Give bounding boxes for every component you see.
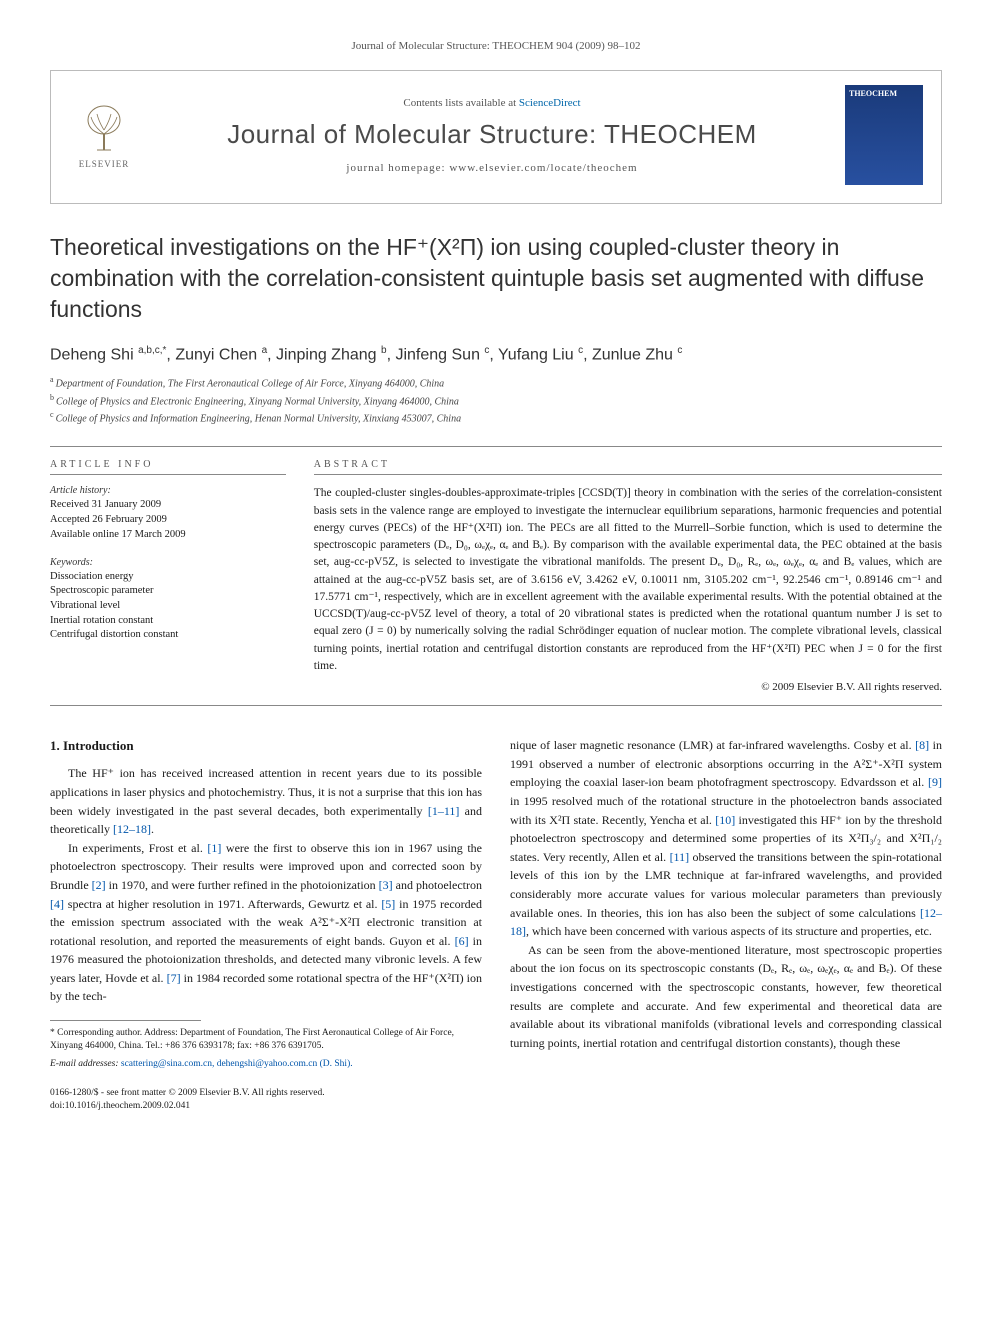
history-head: Article history:: [50, 485, 286, 496]
history-item: Received 31 January 2009: [50, 498, 286, 513]
journal-name: Journal of Molecular Structure: THEOCHEM: [139, 119, 845, 150]
doi-line: doi:10.1016/j.theochem.2009.02.041: [50, 1100, 482, 1113]
header-row: ELSEVIER Contents lists available at Sci…: [69, 85, 923, 185]
affiliation: aDepartment of Foundation, The First Aer…: [50, 374, 942, 391]
body-paragraph: nique of laser magnetic resonance (LMR) …: [510, 736, 942, 941]
body-paragraph: In experiments, Frost et al. [1] were th…: [50, 839, 482, 1006]
info-abstract-row: ARTICLE INFO Article history: Received 3…: [50, 446, 942, 706]
body-paragraph: As can be seen from the above-mentioned …: [510, 941, 942, 1053]
article-info-head: ARTICLE INFO: [50, 459, 286, 475]
cover-thumb-title: THEOCHEM: [849, 89, 919, 98]
abstract-copyright: © 2009 Elsevier B.V. All rights reserved…: [314, 681, 942, 693]
history-item: Accepted 26 February 2009: [50, 513, 286, 528]
sciencedirect-link[interactable]: ScienceDirect: [519, 97, 581, 109]
left-column: 1. Introduction The HF⁺ ion has received…: [50, 736, 482, 1113]
journal-cover-thumb: THEOCHEM: [845, 85, 923, 185]
publisher-logo: ELSEVIER: [69, 95, 139, 175]
abstract-column: ABSTRACT The coupled-cluster singles-dou…: [300, 447, 942, 705]
affiliation: cCollege of Physics and Information Engi…: [50, 409, 942, 426]
contents-available-line: Contents lists available at ScienceDirec…: [139, 97, 845, 109]
elsevier-tree-icon: [79, 102, 129, 157]
contents-prefix: Contents lists available at: [403, 97, 518, 109]
right-column: nique of laser magnetic resonance (LMR) …: [510, 736, 942, 1113]
running-head: Journal of Molecular Structure: THEOCHEM…: [50, 40, 942, 52]
affiliations: aDepartment of Foundation, The First Aer…: [50, 374, 942, 426]
article-info-column: ARTICLE INFO Article history: Received 3…: [50, 447, 300, 705]
publisher-name: ELSEVIER: [79, 159, 130, 169]
email-addresses[interactable]: scattering@sina.com.cn, dehengshi@yahoo.…: [121, 1059, 353, 1069]
keyword: Dissociation energy: [50, 570, 286, 585]
email-footnote: E-mail addresses: scattering@sina.com.cn…: [50, 1058, 482, 1071]
homepage-url: www.elsevier.com/locate/theochem: [449, 162, 637, 174]
abstract-text: The coupled-cluster singles-doubles-appr…: [314, 485, 942, 675]
email-label: E-mail addresses:: [50, 1059, 121, 1069]
affiliation: bCollege of Physics and Electronic Engin…: [50, 392, 942, 409]
body-paragraph: The HF⁺ ion has received increased atten…: [50, 764, 482, 838]
corresponding-footnote: * Corresponding author. Address: Departm…: [50, 1027, 482, 1054]
history-item: Available online 17 March 2009: [50, 528, 286, 543]
keywords-head: Keywords:: [50, 557, 286, 568]
front-matter-line: 0166-1280/$ - see front matter © 2009 El…: [50, 1087, 482, 1100]
keyword: Vibrational level: [50, 599, 286, 614]
homepage-line: journal homepage: www.elsevier.com/locat…: [139, 162, 845, 174]
abstract-head: ABSTRACT: [314, 459, 942, 475]
keyword: Spectroscopic parameter: [50, 584, 286, 599]
homepage-prefix: journal homepage:: [346, 162, 449, 174]
footnote-rule: [50, 1020, 201, 1021]
keyword: Inertial rotation constant: [50, 614, 286, 629]
authors-line: Deheng Shi a,b,c,*, Zunyi Chen a, Jinpin…: [50, 345, 942, 364]
header-center: Contents lists available at ScienceDirec…: [139, 97, 845, 174]
keyword: Centrifugal distortion constant: [50, 628, 286, 643]
journal-header: ELSEVIER Contents lists available at Sci…: [50, 70, 942, 204]
page-root: Journal of Molecular Structure: THEOCHEM…: [0, 0, 992, 1154]
article-title: Theoretical investigations on the HF⁺(X²…: [50, 232, 942, 325]
section-head: 1. Introduction: [50, 736, 482, 756]
body-columns: 1. Introduction The HF⁺ ion has received…: [50, 736, 942, 1113]
